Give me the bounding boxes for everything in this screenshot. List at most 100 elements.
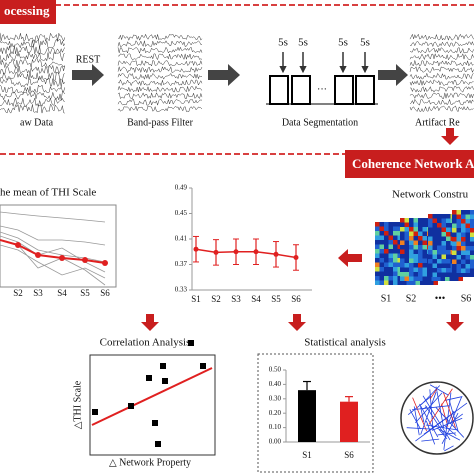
matrix-cell bbox=[452, 250, 457, 255]
eeg-trace bbox=[0, 32, 66, 43]
matrix-cell bbox=[446, 254, 451, 259]
matrix-cell bbox=[375, 226, 380, 231]
matrix-cell bbox=[465, 264, 470, 269]
matrix-cell bbox=[424, 280, 429, 285]
matrix-cell bbox=[375, 235, 380, 240]
matrix-cell bbox=[418, 227, 423, 232]
matrix-cell bbox=[393, 271, 398, 276]
matrix-cell bbox=[452, 264, 457, 269]
matrix-cell bbox=[470, 214, 474, 219]
matrix-cell bbox=[461, 264, 466, 269]
matrix-cell bbox=[446, 263, 451, 268]
chart-frame bbox=[89, 354, 216, 456]
matrix-cell bbox=[461, 232, 466, 237]
matrix-cell bbox=[415, 280, 420, 285]
matrix-cell bbox=[437, 250, 442, 255]
matrix-cell bbox=[432, 254, 437, 259]
matrix-cell bbox=[397, 235, 402, 240]
matrix-cell bbox=[409, 267, 414, 272]
matrix-cell bbox=[452, 232, 457, 237]
point bbox=[233, 249, 239, 255]
matrix-cell bbox=[446, 214, 451, 219]
matrix-cell bbox=[393, 276, 398, 281]
matrix-cell bbox=[455, 272, 460, 277]
eeg-trace bbox=[409, 59, 474, 67]
matrix-cell bbox=[422, 227, 427, 232]
matrix-cell bbox=[379, 249, 384, 254]
matrix-cell bbox=[413, 249, 418, 254]
matrix-cell bbox=[428, 272, 433, 277]
matrix-cell bbox=[404, 222, 409, 227]
y-tick-label: 0.30 bbox=[269, 394, 282, 402]
matrix-cell bbox=[452, 214, 457, 219]
connection bbox=[407, 396, 432, 415]
matrix-cell bbox=[384, 244, 389, 249]
matrix-cell bbox=[379, 271, 384, 276]
matrix-cell bbox=[418, 267, 423, 272]
matrix-cell bbox=[422, 272, 427, 277]
eeg-trace bbox=[0, 71, 65, 81]
connection bbox=[431, 417, 463, 431]
matrix-cell bbox=[456, 237, 461, 242]
matrix-cell bbox=[437, 241, 442, 246]
matrix-cell bbox=[400, 263, 405, 268]
matrix-cell bbox=[428, 232, 433, 237]
matrix-cell bbox=[456, 255, 461, 260]
matrix-cell bbox=[432, 263, 437, 268]
matrix-cell bbox=[409, 227, 414, 232]
eeg-trace bbox=[409, 72, 474, 80]
matrix-cell bbox=[437, 232, 442, 237]
matrix-cell bbox=[436, 276, 441, 281]
matrix-cell bbox=[375, 276, 380, 281]
mean-line bbox=[0, 239, 106, 264]
red-arrow bbox=[288, 314, 306, 331]
matrix-cell bbox=[470, 210, 474, 215]
matrix-cell bbox=[465, 259, 470, 264]
matrix-cell bbox=[397, 240, 402, 245]
eeg-trace bbox=[117, 85, 203, 93]
matrix-cell bbox=[452, 210, 457, 215]
subject-lines bbox=[0, 211, 106, 286]
matrix-cell bbox=[397, 258, 402, 263]
matrix-cell bbox=[441, 241, 446, 246]
matrix-cell bbox=[400, 218, 405, 223]
matrix-cell bbox=[465, 237, 470, 242]
matrix-cell bbox=[437, 268, 442, 273]
matrix-cell bbox=[428, 241, 433, 246]
x-tick-label: S2 bbox=[13, 288, 23, 298]
x-tick-label: S1 bbox=[191, 294, 201, 304]
matrix-cell bbox=[470, 237, 474, 242]
matrix-cell bbox=[409, 222, 414, 227]
segment bbox=[355, 75, 375, 105]
matrix-cell bbox=[384, 240, 389, 245]
matrix-cell bbox=[384, 276, 389, 281]
matrix-cell bbox=[375, 267, 380, 272]
matrix-cell bbox=[418, 254, 423, 259]
matrix-cell bbox=[379, 231, 384, 236]
matrix-cell bbox=[470, 223, 474, 228]
matrix-cell bbox=[441, 223, 446, 228]
eeg-trace bbox=[0, 64, 66, 75]
matrix-cell bbox=[456, 210, 461, 215]
chart-title: Network Constru bbox=[392, 189, 469, 201]
matrix-cell bbox=[470, 228, 474, 233]
matrix-cell bbox=[397, 267, 402, 272]
matrix-cell bbox=[452, 255, 457, 260]
matrix-cell bbox=[393, 235, 398, 240]
matrix-cell bbox=[456, 223, 461, 228]
matrix-cell bbox=[406, 280, 411, 285]
eeg-trace bbox=[409, 33, 474, 41]
connection bbox=[437, 428, 461, 441]
y-tick-label: 0.45 bbox=[175, 209, 188, 217]
matrix-cell bbox=[375, 244, 380, 249]
matrix-cell bbox=[461, 268, 466, 273]
matrix-cell bbox=[375, 271, 380, 276]
matrix-cell bbox=[409, 231, 414, 236]
matrix-cell bbox=[413, 272, 418, 277]
header-box bbox=[0, 0, 56, 24]
matrix-cell bbox=[379, 240, 384, 245]
matrix-cell bbox=[388, 262, 393, 267]
connection bbox=[446, 410, 454, 426]
matrix-cell bbox=[388, 235, 393, 240]
matrix-cell bbox=[452, 219, 457, 224]
